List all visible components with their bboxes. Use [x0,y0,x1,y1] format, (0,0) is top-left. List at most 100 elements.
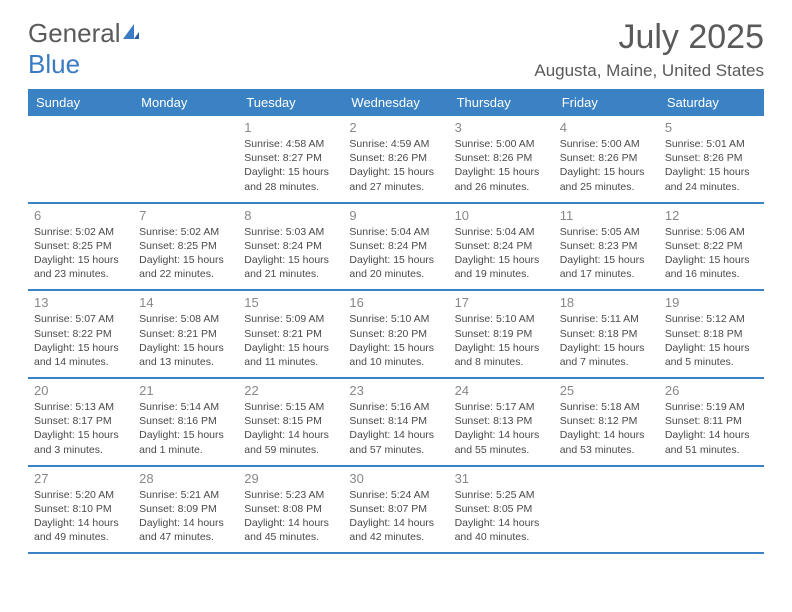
daylight-line: Daylight: 14 hours and 47 minutes. [139,516,232,544]
empty-cell [659,467,764,553]
day-number: 11 [560,208,653,223]
day-cell: 6Sunrise: 5:02 AMSunset: 8:25 PMDaylight… [28,204,133,290]
day-cell: 13Sunrise: 5:07 AMSunset: 8:22 PMDayligh… [28,291,133,377]
sunrise-line: Sunrise: 5:01 AM [665,137,758,151]
sunrise-line: Sunrise: 5:11 AM [560,312,653,326]
day-cell: 23Sunrise: 5:16 AMSunset: 8:14 PMDayligh… [343,379,448,465]
daylight-line: Daylight: 15 hours and 19 minutes. [455,253,548,281]
daylight-line: Daylight: 15 hours and 8 minutes. [455,341,548,369]
sunrise-line: Sunrise: 5:12 AM [665,312,758,326]
day-cell: 8 Sunrise: 5:03 AMSunset: 8:24 PMDaylight… [238,204,343,290]
sunrise-line: Sunrise: 5:24 AM [349,488,442,502]
sunset-line: Sunset: 8:07 PM [349,502,442,516]
sunset-line: Sunset: 8:25 PM [139,239,232,253]
sunset-line: Sunset: 8:16 PM [139,414,232,428]
daylight-line: Daylight: 15 hours and 5 minutes. [665,341,758,369]
day-number: 21 [139,383,232,398]
page-title: July 2025 [534,18,764,57]
daylight-line: Daylight: 14 hours and 45 minutes. [244,516,337,544]
day-cell: 7Sunrise: 5:02 AMSunset: 8:25 PMDaylight… [133,204,238,290]
day-number: 23 [349,383,442,398]
day-cell: 9Sunrise: 5:04 AMSunset: 8:24 PMDaylight… [343,204,448,290]
day-number: 28 [139,471,232,486]
sunset-line: Sunset: 8:13 PM [455,414,548,428]
daylight-line: Daylight: 15 hours and 7 minutes. [560,341,653,369]
sunset-line: Sunset: 8:22 PM [34,327,127,341]
daylight-line: Daylight: 14 hours and 40 minutes. [455,516,548,544]
sunset-line: Sunset: 8:19 PM [455,327,548,341]
day-cell: 29Sunrise: 5:23 AMSunset: 8:08 PMDayligh… [238,467,343,553]
sunrise-line: Sunrise: 5:10 AM [349,312,442,326]
day-number: 5 [665,120,758,135]
daylight-line: Daylight: 15 hours and 16 minutes. [665,253,758,281]
day-number: 26 [665,383,758,398]
day-cell: 19Sunrise: 5:12 AMSunset: 8:18 PMDayligh… [659,291,764,377]
daylight-line: Daylight: 15 hours and 10 minutes. [349,341,442,369]
weeks-container: 1Sunrise: 4:58 AMSunset: 8:27 PMDaylight… [28,116,764,554]
day-number: 17 [455,295,548,310]
sunrise-line: Sunrise: 4:59 AM [349,137,442,151]
week-row: 1Sunrise: 4:58 AMSunset: 8:27 PMDaylight… [28,116,764,204]
logo-part1: General [28,18,121,48]
daylight-line: Daylight: 15 hours and 26 minutes. [455,165,548,193]
daylight-line: Daylight: 15 hours and 24 minutes. [665,165,758,193]
day-number: 4 [560,120,653,135]
sunset-line: Sunset: 8:10 PM [34,502,127,516]
sunset-line: Sunset: 8:24 PM [349,239,442,253]
daylight-line: Daylight: 15 hours and 28 minutes. [244,165,337,193]
day-number: 31 [455,471,548,486]
day-number: 18 [560,295,653,310]
sunset-line: Sunset: 8:17 PM [34,414,127,428]
daylight-line: Daylight: 15 hours and 20 minutes. [349,253,442,281]
day-number: 3 [455,120,548,135]
day-cell: 20Sunrise: 5:13 AMSunset: 8:17 PMDayligh… [28,379,133,465]
day-cell: 16Sunrise: 5:10 AMSunset: 8:20 PMDayligh… [343,291,448,377]
day-cell: 3Sunrise: 5:00 AMSunset: 8:26 PMDaylight… [449,116,554,202]
sunset-line: Sunset: 8:26 PM [455,151,548,165]
sunset-line: Sunset: 8:21 PM [244,327,337,341]
logo: GeneralBlue [28,18,141,80]
day-number: 27 [34,471,127,486]
day-cell: 4Sunrise: 5:00 AMSunset: 8:26 PMDaylight… [554,116,659,202]
week-row: 13Sunrise: 5:07 AMSunset: 8:22 PMDayligh… [28,291,764,379]
day-cell: 30Sunrise: 5:24 AMSunset: 8:07 PMDayligh… [343,467,448,553]
day-number: 30 [349,471,442,486]
sunrise-line: Sunrise: 5:20 AM [34,488,127,502]
sunrise-line: Sunrise: 5:05 AM [560,225,653,239]
day-number: 22 [244,383,337,398]
day-cell: 17Sunrise: 5:10 AMSunset: 8:19 PMDayligh… [449,291,554,377]
sunrise-line: Sunrise: 5:06 AM [665,225,758,239]
day-cell: 1Sunrise: 4:58 AMSunset: 8:27 PMDaylight… [238,116,343,202]
sunset-line: Sunset: 8:25 PM [34,239,127,253]
day-cell: 10Sunrise: 5:04 AMSunset: 8:24 PMDayligh… [449,204,554,290]
dow-cell: Saturday [659,89,764,116]
day-number: 10 [455,208,548,223]
dow-cell: Tuesday [238,89,343,116]
daylight-line: Daylight: 15 hours and 17 minutes. [560,253,653,281]
dow-cell: Wednesday [343,89,448,116]
day-number: 16 [349,295,442,310]
sunrise-line: Sunrise: 5:07 AM [34,312,127,326]
sunrise-line: Sunrise: 4:58 AM [244,137,337,151]
week-row: 20Sunrise: 5:13 AMSunset: 8:17 PMDayligh… [28,379,764,467]
sunset-line: Sunset: 8:08 PM [244,502,337,516]
daylight-line: Daylight: 14 hours and 51 minutes. [665,428,758,456]
empty-cell [554,467,659,553]
daylight-line: Daylight: 15 hours and 22 minutes. [139,253,232,281]
day-cell: 21Sunrise: 5:14 AMSunset: 8:16 PMDayligh… [133,379,238,465]
day-cell: 15Sunrise: 5:09 AMSunset: 8:21 PMDayligh… [238,291,343,377]
dow-row: SundayMondayTuesdayWednesdayThursdayFrid… [28,89,764,116]
empty-cell [28,116,133,202]
sunrise-line: Sunrise: 5:16 AM [349,400,442,414]
sunset-line: Sunset: 8:26 PM [560,151,653,165]
sunrise-line: Sunrise: 5:08 AM [139,312,232,326]
sunrise-line: Sunrise: 5:03 AM [244,225,337,239]
sunset-line: Sunset: 8:24 PM [244,239,337,253]
day-number: 29 [244,471,337,486]
day-number: 8 [244,208,337,223]
daylight-line: Daylight: 14 hours and 59 minutes. [244,428,337,456]
day-number: 19 [665,295,758,310]
daylight-line: Daylight: 15 hours and 21 minutes. [244,253,337,281]
day-cell: 2Sunrise: 4:59 AMSunset: 8:26 PMDaylight… [343,116,448,202]
day-cell: 26Sunrise: 5:19 AMSunset: 8:11 PMDayligh… [659,379,764,465]
